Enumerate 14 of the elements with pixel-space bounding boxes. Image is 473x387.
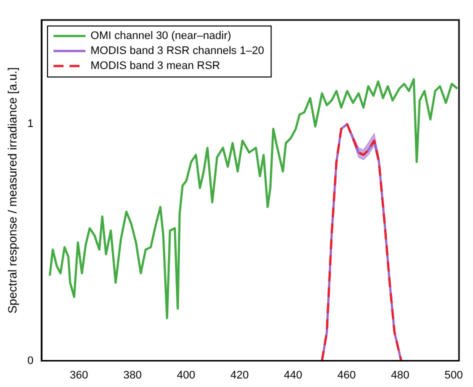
x-tick-label: 420: [230, 369, 249, 382]
x-tick-label: 460: [337, 369, 356, 382]
x-tick-label: 440: [284, 369, 302, 382]
x-tick-label: 480: [390, 369, 410, 382]
legend-label: MODIS band 3 RSR channels 1–20: [90, 45, 264, 58]
x-tick-label: 360: [70, 369, 88, 382]
x-tick-label: 500: [444, 369, 463, 382]
y-tick-label: 1: [27, 118, 34, 130]
y-axis-title: Spectral response / measured irradiance [a.u.]: [6, 67, 20, 314]
x-tick-label: 400: [176, 369, 196, 382]
legend-label: MODIS band 3 mean RSR: [90, 60, 220, 72]
x-tick-label: 380: [123, 369, 142, 382]
legend-label: OMI channel 30 (near–nadir): [90, 30, 232, 42]
y-tick-label: 0: [27, 354, 34, 367]
